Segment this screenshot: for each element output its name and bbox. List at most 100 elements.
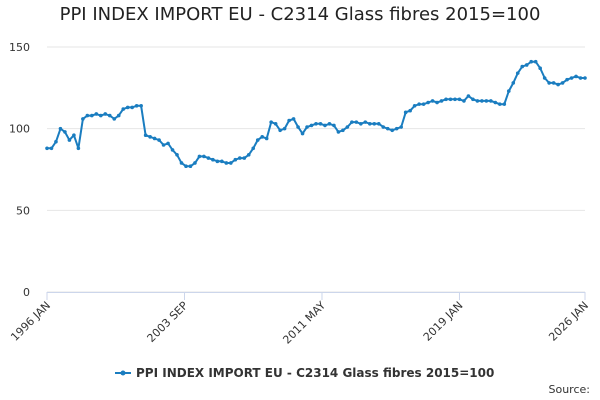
point [399, 125, 403, 129]
point [260, 135, 265, 139]
point [515, 71, 520, 75]
point [569, 76, 574, 80]
point [560, 81, 565, 85]
point [237, 156, 242, 160]
point [574, 74, 578, 79]
point [314, 121, 318, 126]
point [448, 97, 453, 102]
point [533, 59, 538, 64]
point [134, 104, 139, 108]
point [385, 126, 390, 131]
point [394, 126, 399, 131]
point [381, 125, 386, 129]
point [578, 76, 583, 80]
point [179, 161, 184, 165]
point [215, 159, 220, 164]
point [408, 108, 412, 113]
point [403, 110, 408, 115]
x-tick-label: 2026 JAN [546, 299, 591, 344]
point [359, 121, 363, 126]
point [206, 156, 211, 160]
x-tick-label: 2019 JAN [421, 299, 466, 344]
legend-marker [120, 370, 126, 376]
point [430, 99, 435, 103]
point [170, 148, 175, 152]
point [372, 121, 377, 126]
point [556, 82, 560, 87]
point [125, 105, 130, 110]
point [309, 123, 314, 128]
point [202, 154, 206, 159]
point [229, 161, 233, 165]
point [498, 102, 502, 106]
point [583, 76, 587, 80]
point [300, 131, 305, 136]
point [296, 125, 300, 129]
point [161, 143, 166, 147]
point [305, 125, 309, 129]
point [139, 104, 143, 108]
point [475, 99, 480, 103]
point [489, 99, 493, 103]
point [116, 113, 121, 118]
point [529, 59, 533, 64]
series-line [47, 60, 585, 168]
point [551, 81, 556, 85]
y-tick-label: 0 [23, 286, 30, 299]
x-tick-label: 2003 SEP [145, 299, 191, 345]
point [282, 126, 287, 131]
point [112, 117, 117, 121]
point [368, 121, 372, 126]
point [148, 135, 152, 139]
point [157, 138, 161, 142]
point [506, 89, 511, 93]
point [376, 121, 381, 126]
point [251, 146, 256, 151]
point [336, 130, 341, 134]
point [453, 97, 457, 102]
point [291, 117, 296, 121]
point [524, 63, 529, 67]
point [193, 161, 197, 165]
point [412, 104, 417, 108]
point [220, 159, 224, 164]
point [435, 100, 439, 105]
source: Source: [549, 383, 591, 396]
point [67, 138, 72, 142]
point [197, 154, 202, 159]
point [457, 97, 462, 102]
point [63, 130, 67, 134]
y-tick-label: 100 [9, 123, 30, 136]
point [444, 97, 448, 102]
point [45, 146, 49, 151]
point [471, 97, 475, 102]
point [318, 121, 323, 126]
point [421, 102, 426, 106]
point [90, 113, 94, 118]
point [323, 123, 327, 128]
point [211, 157, 215, 162]
point [390, 128, 395, 133]
point [345, 125, 350, 129]
point [341, 128, 345, 133]
point [166, 141, 170, 146]
point [354, 120, 359, 124]
point [72, 133, 76, 137]
point [85, 113, 90, 118]
point [547, 81, 551, 85]
legend-label: PPI INDEX IMPORT EU - C2314 Glass fibres… [136, 366, 494, 380]
chart-title: PPI INDEX IMPORT EU - C2314 Glass fibres… [60, 4, 541, 25]
point [484, 99, 489, 103]
point [287, 118, 291, 123]
point [99, 113, 103, 118]
point [502, 102, 507, 106]
point [493, 100, 498, 105]
y-tick-label: 150 [9, 41, 30, 54]
point [255, 138, 260, 142]
point [103, 112, 108, 116]
point [188, 164, 193, 169]
point [54, 139, 58, 144]
point [224, 161, 229, 165]
point [439, 99, 444, 103]
point [94, 112, 99, 116]
